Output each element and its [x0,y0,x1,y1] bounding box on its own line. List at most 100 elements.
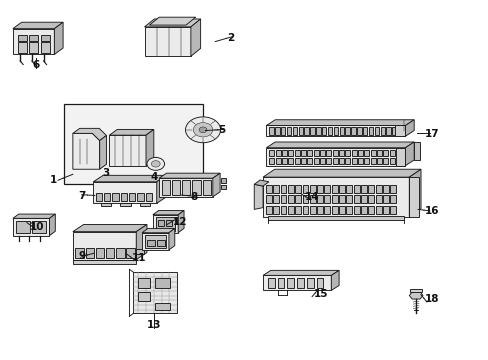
Bar [307,158,312,164]
Bar [310,127,314,135]
Bar [302,195,308,203]
Bar [121,193,127,201]
Polygon shape [413,142,419,160]
Bar [18,42,26,53]
Bar [182,180,190,195]
Bar [29,42,38,53]
Text: 7: 7 [79,191,86,201]
Bar [220,185,226,189]
Bar [357,150,362,156]
Bar [389,195,395,203]
Bar [269,127,273,135]
Bar [389,150,394,156]
Bar [147,240,155,246]
Bar [155,303,169,310]
Bar [370,150,375,156]
Bar [382,185,388,193]
Bar [171,180,180,195]
Bar [320,158,325,164]
Bar [287,278,294,288]
Bar [18,35,26,41]
Text: 5: 5 [218,125,225,135]
Polygon shape [93,182,157,203]
Bar [326,150,330,156]
Bar [322,127,326,135]
Bar [220,178,226,183]
Bar [338,195,344,203]
Bar [301,158,305,164]
Bar [126,248,135,258]
Bar [287,195,293,203]
Bar [367,206,373,214]
Bar [16,221,30,233]
Bar [85,248,94,258]
Bar [301,150,305,156]
Polygon shape [168,228,174,250]
Text: 14: 14 [305,192,319,202]
Bar [166,220,172,226]
Bar [304,127,308,135]
Bar [96,193,102,201]
Bar [267,216,404,220]
Text: 17: 17 [424,129,439,139]
Polygon shape [142,228,174,233]
Text: 2: 2 [227,33,234,43]
Bar [332,150,337,156]
Polygon shape [266,126,405,136]
Bar [362,127,366,135]
Bar [161,180,169,195]
Polygon shape [266,142,413,148]
Bar [391,127,396,135]
Bar [408,177,418,217]
Bar [41,35,50,41]
Bar [338,158,343,164]
Polygon shape [409,289,421,292]
Bar [364,158,368,164]
Polygon shape [254,180,268,186]
Polygon shape [153,215,178,233]
Polygon shape [109,135,146,166]
Bar [145,193,152,201]
Bar [345,158,349,164]
Bar [265,195,271,203]
Bar [144,234,166,248]
Polygon shape [144,19,200,27]
Circle shape [147,157,164,170]
Bar [280,185,286,193]
Bar [353,195,359,203]
Bar [364,150,368,156]
Bar [129,193,135,201]
Bar [287,185,293,193]
Bar [307,150,312,156]
Bar [353,206,359,214]
Bar [345,150,349,156]
Bar [104,193,110,201]
Polygon shape [408,169,420,217]
Bar [32,221,46,233]
Bar [331,206,337,214]
Bar [324,185,330,193]
Bar [368,127,372,135]
Bar [116,248,124,258]
Text: 4: 4 [151,172,158,182]
Polygon shape [73,225,147,231]
Bar [302,185,308,193]
Bar [295,185,301,193]
Bar [273,206,279,214]
Bar [64,104,203,184]
Bar [395,148,405,166]
Bar [324,195,330,203]
Bar [313,158,318,164]
Bar [338,150,343,156]
Bar [306,278,313,288]
Bar [137,193,143,201]
Circle shape [199,127,206,133]
Bar [394,126,405,136]
Polygon shape [157,175,166,203]
Bar [339,127,343,135]
Text: 9: 9 [79,251,86,261]
Polygon shape [93,175,166,182]
Polygon shape [109,130,154,135]
Text: 13: 13 [147,320,161,330]
Text: 8: 8 [189,192,197,202]
